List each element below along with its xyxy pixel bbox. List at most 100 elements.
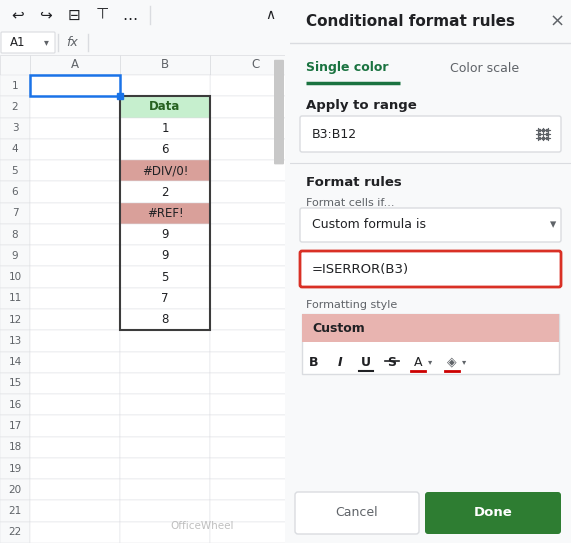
Text: 5: 5: [11, 166, 18, 176]
Bar: [0, 373, 30, 394]
Bar: [30, 501, 120, 522]
Bar: [30, 415, 120, 437]
Bar: [120, 203, 210, 224]
Text: 5: 5: [162, 270, 168, 283]
Text: Format rules: Format rules: [306, 176, 402, 190]
Bar: [210, 96, 300, 117]
Text: ∧: ∧: [265, 8, 275, 22]
Bar: [120, 203, 210, 224]
Bar: [120, 75, 210, 96]
Bar: [210, 501, 300, 522]
Bar: [30, 330, 120, 351]
Bar: [30, 245, 120, 267]
Bar: [0, 288, 30, 309]
Bar: [0, 394, 30, 415]
Bar: [210, 415, 300, 437]
Text: fx: fx: [66, 36, 78, 49]
Bar: [0, 75, 30, 96]
Bar: [120, 245, 210, 267]
Bar: [0, 437, 30, 458]
Bar: [210, 117, 300, 139]
Bar: [0, 351, 30, 373]
Text: 8: 8: [162, 313, 168, 326]
Bar: [0, 501, 30, 522]
Bar: [30, 160, 120, 181]
Text: 8: 8: [11, 230, 18, 239]
Bar: [30, 479, 120, 501]
Bar: [120, 181, 210, 203]
Text: 13: 13: [9, 336, 22, 346]
FancyBboxPatch shape: [300, 116, 561, 152]
FancyBboxPatch shape: [1, 32, 55, 53]
Text: 2: 2: [11, 102, 18, 112]
Bar: [210, 139, 300, 160]
Bar: [120, 437, 210, 458]
Bar: [120, 55, 210, 75]
Bar: [120, 309, 210, 330]
Text: ↩: ↩: [11, 8, 25, 22]
Text: ▾: ▾: [462, 357, 466, 367]
Bar: [210, 522, 300, 543]
Text: 11: 11: [9, 293, 22, 304]
Bar: [210, 181, 300, 203]
FancyBboxPatch shape: [274, 60, 284, 165]
Text: A1: A1: [10, 36, 26, 49]
Bar: [120, 117, 210, 139]
Bar: [210, 203, 300, 224]
Text: 3: 3: [11, 123, 18, 133]
Bar: [120, 139, 210, 160]
Bar: [0, 55, 30, 75]
Text: ⊤: ⊤: [95, 8, 108, 22]
Text: Cancel: Cancel: [336, 507, 379, 520]
FancyBboxPatch shape: [300, 208, 561, 242]
Text: 2: 2: [161, 186, 169, 199]
Text: 20: 20: [9, 485, 22, 495]
Text: 16: 16: [9, 400, 22, 410]
Bar: [120, 309, 210, 330]
Bar: [120, 267, 210, 288]
Text: Color scale: Color scale: [450, 61, 519, 74]
Text: 22: 22: [9, 527, 22, 538]
Bar: [0, 96, 30, 117]
Text: ⊟: ⊟: [67, 8, 81, 22]
Bar: [120, 415, 210, 437]
Text: Custom: Custom: [312, 321, 365, 334]
Bar: [0, 245, 30, 267]
Bar: [120, 458, 210, 479]
Bar: [120, 373, 210, 394]
Bar: [120, 288, 210, 309]
Bar: [210, 479, 300, 501]
Text: 18: 18: [9, 442, 22, 452]
Bar: [210, 437, 300, 458]
Bar: [210, 394, 300, 415]
Bar: [302, 314, 559, 342]
Bar: [30, 437, 120, 458]
Bar: [120, 351, 210, 373]
Bar: [120, 117, 210, 139]
Bar: [30, 224, 120, 245]
Text: ◈: ◈: [447, 356, 457, 369]
Bar: [30, 267, 120, 288]
Bar: [120, 75, 210, 96]
Bar: [0, 224, 30, 245]
Bar: [120, 267, 210, 288]
Bar: [30, 288, 120, 309]
Text: ×: ×: [549, 13, 565, 31]
Text: 6: 6: [161, 143, 169, 156]
Bar: [210, 288, 300, 309]
Bar: [302, 314, 559, 374]
Text: 21: 21: [9, 506, 22, 516]
Text: #DIV/0!: #DIV/0!: [142, 164, 188, 177]
Text: ↪: ↪: [39, 8, 53, 22]
Text: OfficeWheel: OfficeWheel: [170, 521, 234, 531]
Bar: [30, 139, 120, 160]
Bar: [120, 245, 210, 267]
Bar: [120, 394, 210, 415]
Text: B: B: [309, 356, 319, 369]
Text: Data: Data: [149, 100, 180, 113]
Bar: [0, 415, 30, 437]
Bar: [0, 117, 30, 139]
Bar: [210, 245, 300, 267]
Text: B3:B12: B3:B12: [312, 128, 357, 141]
Bar: [30, 75, 120, 96]
